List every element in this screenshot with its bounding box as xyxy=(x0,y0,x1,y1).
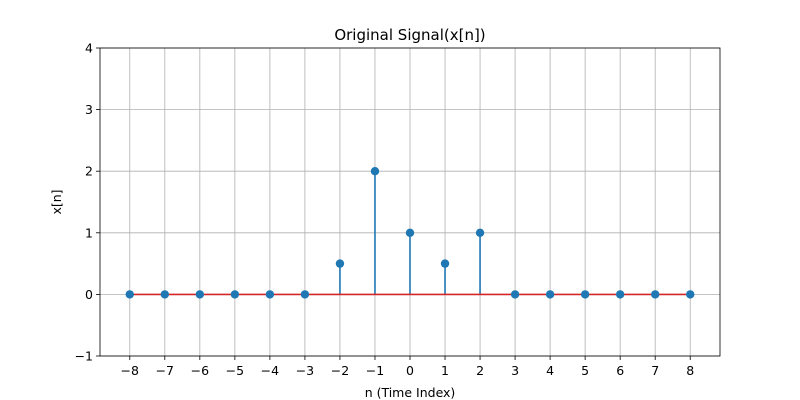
data-marker xyxy=(650,290,660,299)
stem-lines xyxy=(339,171,481,295)
x-axis-label: n (Time Index) xyxy=(365,385,456,400)
data-marker xyxy=(580,290,590,299)
x-tick-label: −4 xyxy=(261,363,279,378)
x-tick-label: −1 xyxy=(366,363,384,378)
y-tick-label: −1 xyxy=(75,349,93,364)
grid-lines xyxy=(100,47,720,357)
x-tick-label: 6 xyxy=(616,363,624,378)
x-tick-label: −5 xyxy=(226,363,244,378)
y-axis-label: x[n] xyxy=(49,189,64,214)
x-tick-label: 1 xyxy=(441,363,449,378)
y-tick-label: 1 xyxy=(85,225,93,240)
data-marker xyxy=(230,290,240,299)
x-tick-label: 7 xyxy=(651,363,659,378)
plot-frame xyxy=(99,47,721,357)
axis-ticks: −8 −7 −6 −5 −4 −3 −2 −1 0 1 2 3 4 5 6 7 8 −1 0 1 2 3 4 xyxy=(75,41,695,379)
data-marker xyxy=(300,290,310,299)
chart-title: Original Signal(x[n]) xyxy=(334,26,485,44)
data-marker xyxy=(265,290,275,299)
data-marker xyxy=(686,290,695,299)
data-marker xyxy=(475,228,485,237)
data-marker xyxy=(195,290,205,299)
x-tick-label: 3 xyxy=(511,363,519,378)
data-marker xyxy=(405,228,415,237)
data-marker xyxy=(370,167,380,176)
x-tick-label: 8 xyxy=(686,363,694,378)
y-tick-label: 3 xyxy=(85,102,93,117)
y-tick-label: 0 xyxy=(85,287,93,302)
x-tick-label: −3 xyxy=(296,363,314,378)
x-tick-label: 5 xyxy=(581,363,589,378)
x-tick-label: −8 xyxy=(121,363,139,378)
data-marker xyxy=(615,290,625,299)
y-tick-label: 2 xyxy=(85,164,93,179)
data-marker xyxy=(545,290,555,299)
data-markers xyxy=(125,167,695,299)
x-tick-label: −7 xyxy=(156,363,174,378)
x-tick-label: −6 xyxy=(191,363,209,378)
data-marker xyxy=(335,259,345,268)
x-tick-label: 0 xyxy=(406,363,414,378)
data-marker xyxy=(125,290,134,299)
x-tick-label: 2 xyxy=(476,363,484,378)
x-tick-label: −2 xyxy=(331,363,349,378)
data-marker xyxy=(160,290,170,299)
data-marker xyxy=(510,290,520,299)
data-marker xyxy=(440,259,450,268)
x-tick-label: 4 xyxy=(546,363,554,378)
y-tick-label: 4 xyxy=(85,41,93,56)
